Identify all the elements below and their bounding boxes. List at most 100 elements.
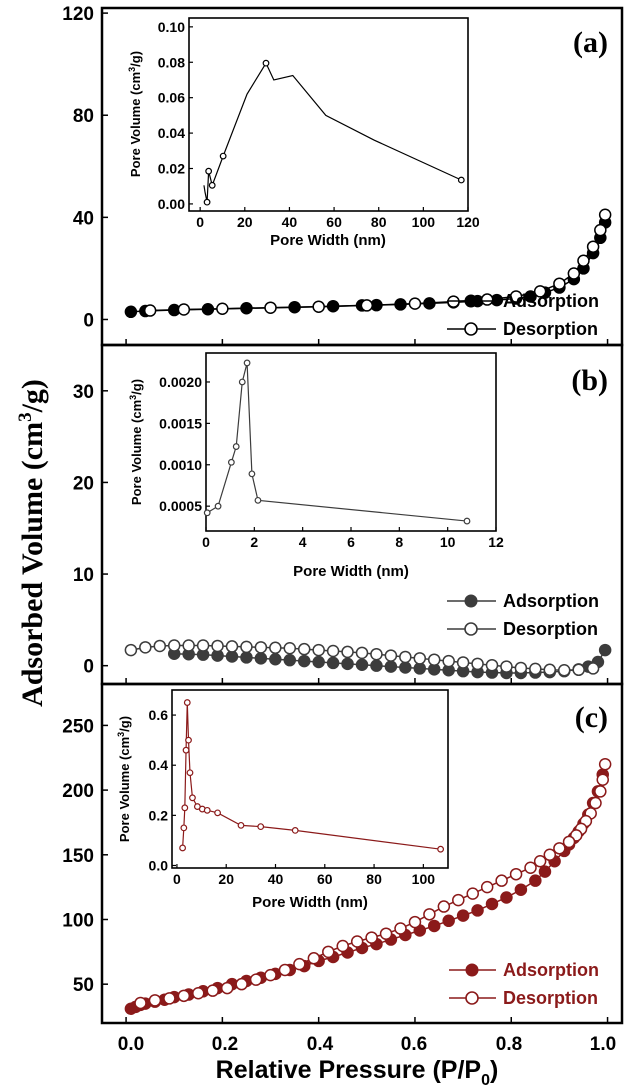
data-point-desorption — [598, 208, 612, 222]
data-point-adsorption — [124, 305, 138, 319]
data-point-adsorption — [500, 891, 513, 904]
y-tick-label: 250 — [62, 716, 94, 737]
data-point-desorption — [177, 303, 191, 316]
panel-b: (b) 0 10 20 30 Adsorption Desorption 0 2 4 6 8 1… — [73, 343, 624, 686]
x-axis-label: Relative Pressure (P/P0) — [216, 1056, 499, 1086]
y-tick-label: 100 — [62, 910, 94, 931]
inset-x-tick-label: 40 — [282, 214, 298, 230]
inset-x-tick-label: 0 — [202, 534, 210, 550]
inset-x-tick-label: 60 — [317, 871, 333, 887]
inset-b-xlabel: Pore Width (nm) — [293, 563, 409, 580]
inset-y-tick-label: 0.0010 — [159, 457, 202, 473]
inset-a-ylabel: Pore Volume (cm3/g) — [127, 51, 143, 177]
data-point-adsorption — [341, 657, 354, 671]
inset-y-tick-label: 0.0005 — [159, 498, 202, 514]
inset-x-tick-label: 0 — [173, 871, 181, 887]
inset-b-frame — [205, 352, 497, 532]
inset-x-tick-label: 20 — [237, 214, 253, 230]
inset-a: 0 20 40 60 80 100 1200.000.020.040.060.080.10 … — [127, 17, 480, 249]
inset-data-point — [203, 509, 211, 517]
data-point-desorption — [307, 952, 321, 965]
inset-c-ylabel: Pore Volume (cm3/g) — [116, 716, 132, 842]
inset-x-tick-label: 80 — [371, 214, 387, 230]
data-point-desorption — [466, 887, 479, 900]
x-tick-labels: 0.0 0.2 0.4 0.6 0.8 1.0 — [118, 1034, 616, 1055]
data-point-desorption — [500, 660, 513, 673]
inset-c-frame — [171, 689, 449, 869]
inset-b-plot: 0 2 4 6 8 10 12 0.0005 0.0010 0.0015 0.0020 — [159, 359, 504, 550]
data-point-adsorption — [485, 897, 499, 911]
data-point-adsorption — [384, 660, 398, 673]
data-point-desorption — [225, 640, 239, 653]
legend-marker-open — [464, 622, 478, 636]
inset-y-tick-label: 0.04 — [158, 125, 185, 141]
y-tick-label: 50 — [73, 975, 94, 996]
inset-y-tick-label: 0.08 — [158, 54, 185, 70]
data-point-adsorption — [598, 643, 612, 657]
data-point-adsorption — [269, 653, 282, 666]
inset-y-tick-label: 0.06 — [158, 90, 185, 106]
inset-y-tick-label: 0.6 — [149, 707, 169, 723]
data-point-adsorption — [312, 655, 325, 669]
data-point-desorption — [413, 652, 427, 665]
y-tick-label: 120 — [62, 4, 94, 25]
inset-data-point — [208, 181, 216, 189]
x-tick-label: 0.2 — [212, 1034, 238, 1055]
data-point-desorption — [452, 893, 465, 907]
data-point-desorption — [326, 644, 340, 658]
panel-a-label: (a) — [573, 26, 608, 59]
legend-adsorption: Adsorption — [503, 960, 599, 980]
data-point-desorption — [456, 656, 470, 669]
inset-data-point — [214, 809, 221, 817]
inset-data-point — [227, 458, 235, 466]
panel-c-frame — [100, 682, 624, 1025]
inset-data-point — [457, 176, 465, 184]
inset-x-tick-label: 12 — [488, 534, 504, 550]
panel-a: (a) 0 40 80 120 Adsorption Desorption 0 20 40… — [62, 4, 624, 347]
legend-adsorption: Adsorption — [503, 591, 599, 611]
data-point-desorption — [143, 304, 157, 317]
data-point-adsorption — [471, 904, 484, 917]
legend-marker-filled — [465, 963, 479, 977]
x-tick-label: 1.0 — [590, 1034, 616, 1055]
y-tick-label: 200 — [62, 781, 94, 802]
inset-data-point — [437, 845, 445, 853]
data-point-desorption — [509, 290, 523, 303]
data-point-desorption — [562, 835, 576, 849]
data-point-desorption — [423, 908, 436, 921]
data-point-desorption — [124, 643, 138, 657]
inset-data-point — [203, 198, 211, 206]
inset-x-tick-label: 2 — [250, 534, 258, 550]
legend-c: Adsorption Desorption — [449, 960, 599, 1008]
data-point-desorption — [572, 663, 585, 677]
data-point-desorption — [408, 915, 422, 929]
y-tick-label: 80 — [73, 106, 94, 127]
y-tick-label: 20 — [73, 473, 94, 494]
data-point-desorption — [596, 773, 609, 786]
y-axis-label: Adsorbed Volume (cm3/g) — [15, 379, 49, 707]
inset-y-tick-label: 0.4 — [149, 757, 169, 773]
inset-data-point — [181, 804, 189, 812]
data-point-desorption — [533, 855, 547, 868]
inset-b: 0 2 4 6 8 10 12 0.0005 0.0010 0.0015 0.0020 Pore W… — [128, 352, 504, 580]
legend-desorption: Desorption — [503, 319, 598, 339]
inset-data-point — [254, 496, 262, 504]
data-point-desorption — [533, 285, 547, 298]
inset-x-tick-label: 0 — [196, 214, 204, 230]
panel-a-plot: 0 40 80 120 — [62, 4, 612, 345]
data-point-desorption — [350, 935, 364, 948]
panel-b-label: (b) — [571, 364, 608, 397]
data-point-desorption — [394, 922, 407, 935]
data-point-adsorption — [370, 659, 383, 672]
inset-data-point — [243, 359, 251, 367]
inset-x-tick-label: 100 — [412, 871, 436, 887]
data-point-desorption — [360, 299, 374, 312]
inset-c-xlabel: Pore Width (nm) — [252, 894, 368, 911]
data-point-desorption — [408, 297, 422, 310]
inset-y-tick-label: 0.0020 — [159, 374, 202, 390]
inset-x-tick-label: 40 — [268, 871, 284, 887]
data-point-adsorption — [254, 652, 268, 665]
